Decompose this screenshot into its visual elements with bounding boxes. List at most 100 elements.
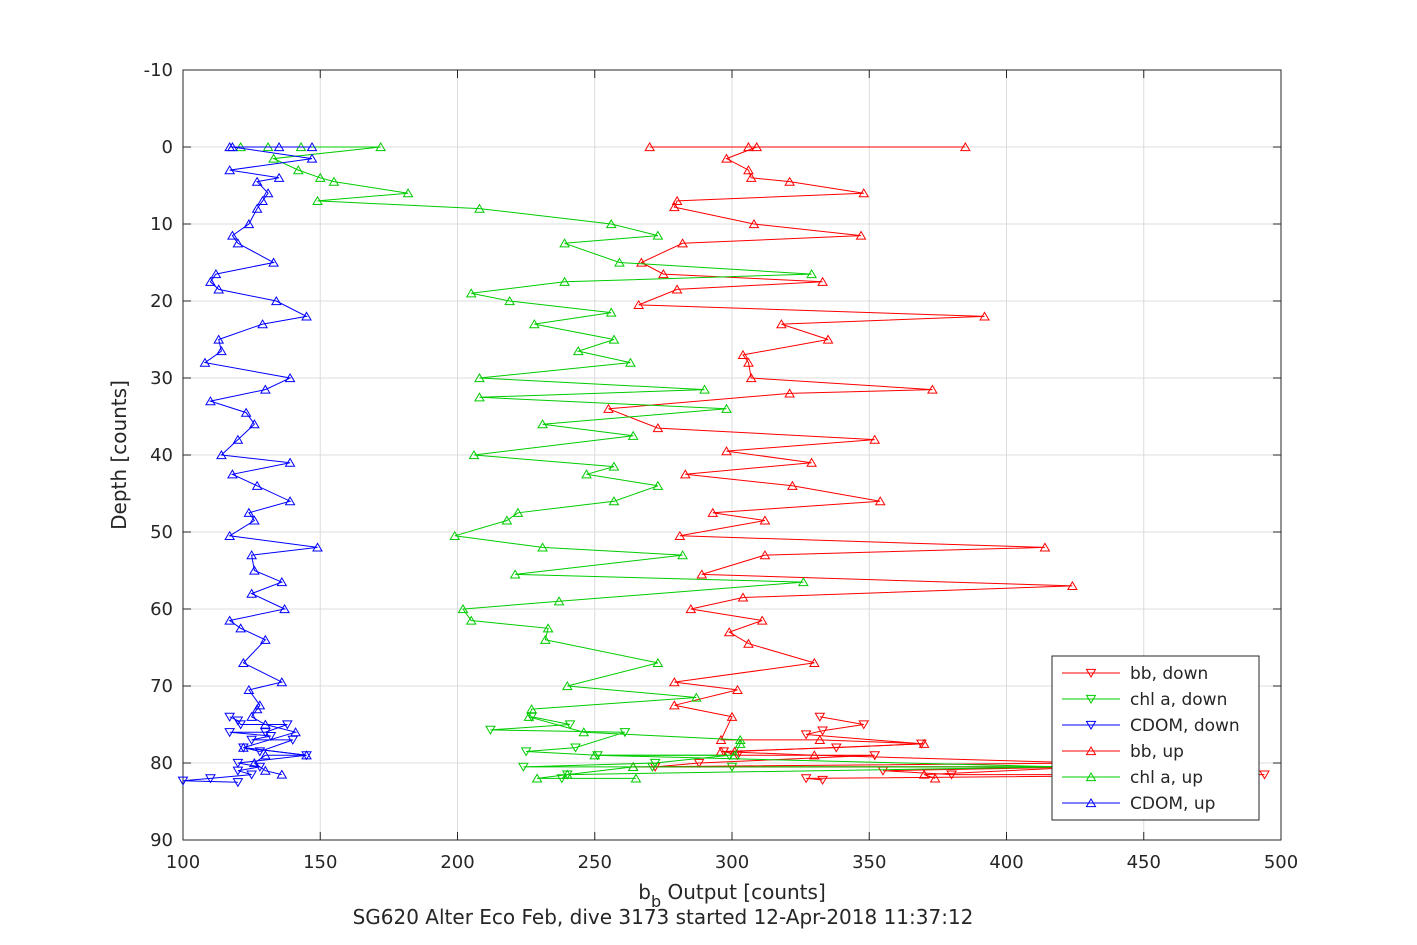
data-point <box>246 770 257 780</box>
data-point <box>723 627 735 637</box>
data-point <box>559 238 570 248</box>
data-point <box>918 738 930 748</box>
data-point <box>696 569 708 579</box>
data-point <box>561 769 573 779</box>
data-point <box>614 257 625 267</box>
data-point <box>652 423 664 433</box>
data-point <box>959 141 971 152</box>
data-point <box>553 596 565 606</box>
data-point <box>776 319 787 329</box>
data-point <box>537 542 548 552</box>
data-point <box>246 550 257 560</box>
data-point <box>869 434 881 444</box>
data-point <box>246 588 257 598</box>
data-point <box>608 496 620 506</box>
data-point <box>520 747 532 757</box>
series-line <box>203 146 318 776</box>
data-point <box>509 569 521 579</box>
y-tick-label: 40 <box>150 445 173 466</box>
data-point <box>232 766 244 776</box>
data-point <box>243 218 255 229</box>
legend: bb, down chl a, down CDOM, down bb, up chl a… <box>1051 655 1260 821</box>
data-point <box>699 384 710 394</box>
legend-box <box>1051 655 1260 821</box>
x-tick-label: 100 <box>166 852 200 873</box>
data-point <box>737 349 749 359</box>
data-point <box>858 188 870 198</box>
data-point <box>248 515 260 525</box>
data-point <box>251 704 263 714</box>
data-point <box>251 176 263 186</box>
data-point <box>822 334 834 344</box>
data-point <box>537 419 548 429</box>
data-point <box>808 750 820 760</box>
data-point <box>743 141 754 152</box>
data-point <box>232 238 244 248</box>
data-point <box>817 276 828 286</box>
data-point <box>312 195 323 205</box>
data-point <box>1067 580 1078 590</box>
data-point <box>929 773 941 783</box>
x-tick-label: 450 <box>1127 852 1161 873</box>
data-point <box>501 515 513 525</box>
series-cdom-up <box>199 141 323 779</box>
data-point <box>759 515 771 525</box>
data-point <box>273 141 285 152</box>
data-point <box>570 743 581 753</box>
data-point <box>627 761 639 771</box>
legend-entry: CDOM, down <box>1062 716 1240 736</box>
data-point <box>559 276 570 286</box>
data-point <box>581 469 592 479</box>
data-point <box>668 202 680 212</box>
data-point <box>734 738 746 748</box>
data-point <box>671 195 683 205</box>
data-point <box>1259 770 1270 780</box>
data-point <box>979 311 990 321</box>
y-tick-label: 20 <box>150 291 173 312</box>
data-point <box>636 257 647 267</box>
data-point <box>465 288 477 298</box>
data-point <box>797 577 809 587</box>
data-point <box>259 750 271 760</box>
x-tick-label: 400 <box>989 852 1023 873</box>
legend-entry: chl a, down <box>1062 690 1227 710</box>
legend-label: chl a, down <box>1130 690 1227 710</box>
data-point <box>808 657 820 667</box>
data-point <box>671 284 683 294</box>
data-point <box>737 592 749 602</box>
x-axis-label-subscript: b <box>651 892 661 911</box>
data-point <box>270 295 282 306</box>
data-point <box>243 507 255 517</box>
data-point <box>652 230 664 240</box>
data-point <box>528 319 540 329</box>
data-point <box>814 734 826 744</box>
data-point <box>756 615 768 625</box>
data-point <box>630 773 642 783</box>
data-point <box>605 218 617 229</box>
legend-label: CDOM, down <box>1130 716 1240 736</box>
legend-swatch-marker <box>1085 668 1097 679</box>
legend-entry: chl a, up <box>1062 768 1203 788</box>
data-point <box>869 751 881 761</box>
x-axis-label: bb Output [counts] <box>638 880 826 911</box>
legend-label: chl a, up <box>1130 768 1203 788</box>
y-tick-label: 10 <box>150 214 173 235</box>
data-point <box>265 731 277 742</box>
data-point <box>1039 542 1051 552</box>
data-point <box>375 141 387 152</box>
data-point <box>485 725 496 735</box>
data-point <box>946 770 957 780</box>
data-point <box>232 778 244 788</box>
data-point <box>745 372 757 383</box>
x-tick-label: 150 <box>303 852 337 873</box>
data-point <box>224 615 236 625</box>
data-point <box>685 603 697 614</box>
data-point <box>855 230 867 240</box>
data-point <box>784 176 796 186</box>
data-point <box>800 774 812 784</box>
data-point <box>526 704 537 714</box>
data-point <box>693 758 705 769</box>
data-point <box>457 603 469 614</box>
data-point <box>312 542 323 552</box>
data-point <box>677 550 688 560</box>
